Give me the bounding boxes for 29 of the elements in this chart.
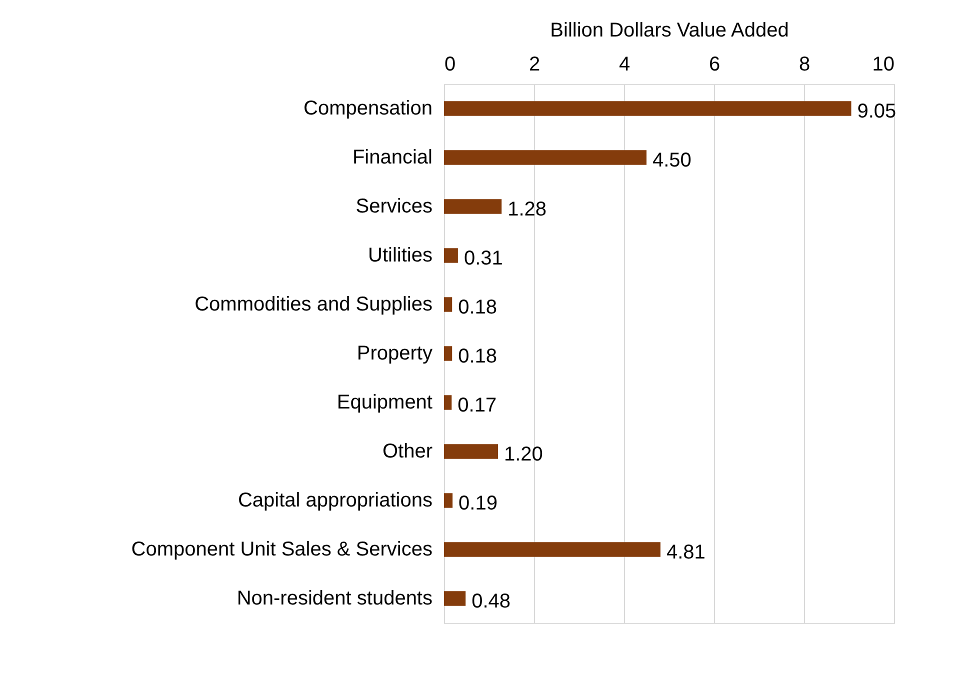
y-tick-label: Commodities and Supplies	[194, 294, 432, 316]
y-tick-label: Component Unit Sales & Services	[131, 538, 432, 560]
y-tick-label: Capital appropriations	[238, 490, 432, 512]
x-tick-label: 10	[872, 54, 894, 76]
data-label: 0.31	[464, 248, 503, 270]
data-label: 1.28	[508, 198, 547, 220]
y-tick-label: Utilities	[368, 244, 432, 266]
x-axis-title: Billion Dollars Value Added	[550, 20, 789, 42]
x-tick-label: 8	[798, 54, 810, 76]
data-label: 1.20	[504, 444, 543, 466]
data-label: 4.81	[666, 542, 706, 564]
x-tick-label: 2	[528, 54, 540, 76]
y-tick-label: Services	[356, 196, 432, 218]
x-tick-label: 0	[444, 54, 456, 76]
y-tick-label: Financial	[352, 146, 432, 168]
y-tick-label: Non-resident students	[236, 588, 432, 610]
y-tick-label: Other	[382, 440, 433, 462]
x-tick-label: 4	[618, 54, 630, 76]
data-label: 0.48	[472, 590, 511, 612]
data-label: 4.50	[652, 150, 692, 172]
data-label: 0.19	[458, 492, 498, 514]
data-label: 0.18	[458, 346, 498, 368]
data-label: 9.05	[857, 100, 896, 122]
y-tick-label: Equipment	[336, 392, 433, 414]
data-label: 0.17	[458, 394, 497, 416]
x-tick-label: 6	[708, 54, 720, 76]
data-label: 0.18	[458, 296, 498, 318]
y-tick-label: Compensation	[304, 98, 432, 120]
y-tick-label: Property	[356, 342, 432, 364]
